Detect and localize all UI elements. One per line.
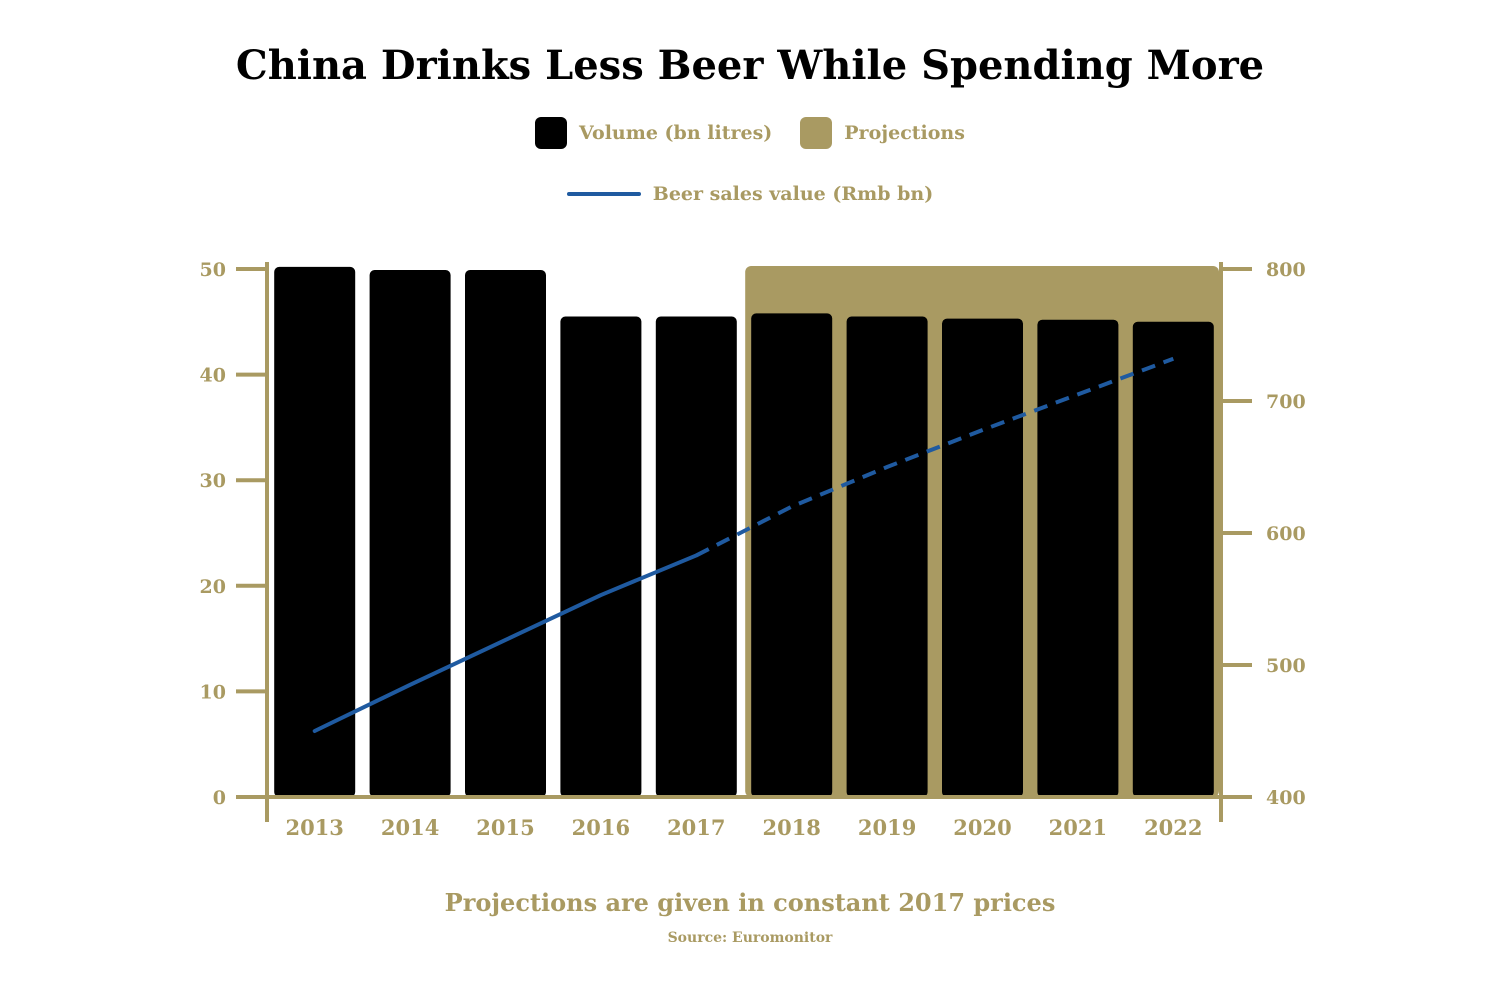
volume-bar xyxy=(846,316,928,797)
legend: Volume (bn litres) Projections xyxy=(0,117,1500,149)
volume-swatch-icon xyxy=(535,117,568,149)
projections-swatch-icon xyxy=(800,117,833,149)
x-tick-label: 2017 xyxy=(667,815,725,840)
legend-label-projections: Projections xyxy=(844,122,965,144)
right-tick-label: 400 xyxy=(1266,787,1306,809)
volume-bar xyxy=(369,270,451,797)
footnote: Projections are given in constant 2017 p… xyxy=(444,888,1056,917)
legend-label-volume: Volume (bn litres) xyxy=(579,122,773,144)
legend-item-volume: Volume (bn litres) xyxy=(535,117,772,149)
sales-line-swatch-icon xyxy=(566,192,641,196)
right-tick-label: 700 xyxy=(1266,391,1306,413)
legend-line: Beer sales value (Rmb bn) xyxy=(0,183,1500,205)
left-tick-label: 0 xyxy=(213,787,226,809)
left-tick-label: 40 xyxy=(200,365,226,387)
x-tick-label: 2019 xyxy=(858,815,916,840)
x-tick-label: 2014 xyxy=(381,815,439,840)
x-tick-label: 2018 xyxy=(762,815,820,840)
x-tick-label: 2020 xyxy=(953,815,1011,840)
volume-bar xyxy=(1132,321,1214,797)
x-tick-label: 2016 xyxy=(572,815,630,840)
left-tick-label: 30 xyxy=(200,470,226,492)
legend-item-sales: Beer sales value (Rmb bn) xyxy=(566,183,934,205)
chart-title: China Drinks Less Beer While Spending Mo… xyxy=(235,42,1265,89)
right-tick-label: 800 xyxy=(1266,259,1306,281)
volume-bar xyxy=(274,266,356,797)
volume-bar xyxy=(751,313,833,797)
volume-bar xyxy=(560,316,642,797)
x-tick-label: 2022 xyxy=(1144,815,1202,840)
right-tick-label: 600 xyxy=(1266,523,1306,545)
left-tick-label: 10 xyxy=(200,681,226,703)
left-tick-label: 20 xyxy=(200,576,226,598)
volume-bar xyxy=(942,318,1023,797)
right-tick-label: 500 xyxy=(1266,655,1306,677)
volume-bar xyxy=(1037,319,1119,797)
x-tick-label: 2021 xyxy=(1049,815,1107,840)
legend-label-sales: Beer sales value (Rmb bn) xyxy=(652,183,934,205)
legend-item-projections: Projections xyxy=(800,117,965,149)
source-note: Source: Euromonitor xyxy=(667,930,833,946)
sales-line-projected xyxy=(695,356,1174,558)
left-tick-label: 50 xyxy=(200,259,226,281)
x-tick-label: 2015 xyxy=(476,815,534,840)
volume-bar xyxy=(465,270,546,797)
x-tick-label: 2013 xyxy=(285,815,343,840)
